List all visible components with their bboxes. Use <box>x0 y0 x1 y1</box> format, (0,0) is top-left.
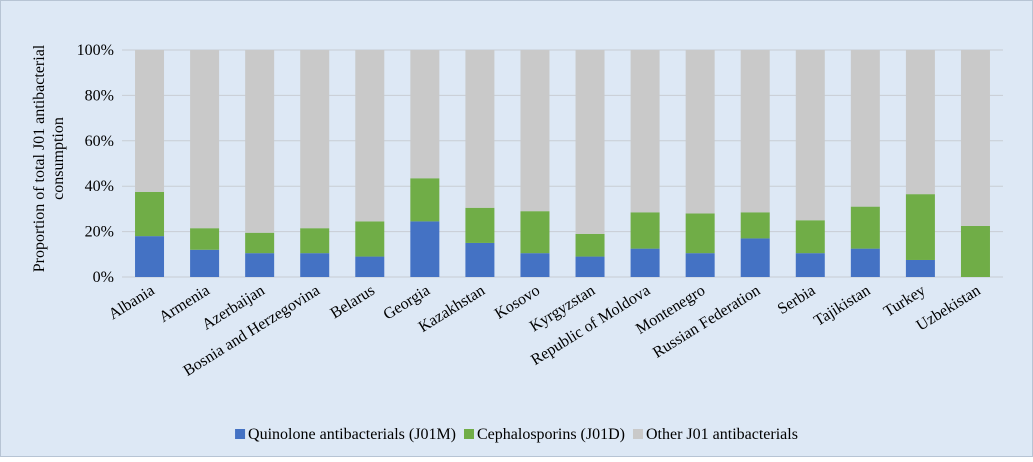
bar-segment <box>520 253 550 277</box>
bar-segment <box>465 242 495 277</box>
bar-segment <box>905 50 935 195</box>
bar-segment <box>300 50 330 229</box>
y-tick-label: 60% <box>85 133 114 150</box>
bar-segment <box>520 211 550 254</box>
legend-label: Quinolone antibacterials (J01M) <box>248 426 456 443</box>
bar-segment <box>190 50 220 229</box>
bar-segment <box>905 194 935 260</box>
y-tick-label: 80% <box>85 87 114 104</box>
bar-segment <box>190 228 220 250</box>
bar-segment <box>410 178 440 222</box>
bar-segment <box>465 207 495 243</box>
bar-segment <box>520 50 550 212</box>
bar-segment <box>795 220 825 254</box>
bar-segment <box>355 221 385 257</box>
bar-segment <box>960 50 990 226</box>
bar-segment <box>355 256 385 277</box>
bar-segment <box>245 253 275 277</box>
y-axis-title: Proportion of total J01 antibacterial <box>31 44 48 272</box>
bar-segment <box>740 238 770 277</box>
y-tick-label: 20% <box>85 224 114 241</box>
bar-segment <box>245 50 275 233</box>
bar-segment <box>685 50 715 214</box>
bar-segment <box>300 253 330 277</box>
bar-segment <box>630 50 660 213</box>
bar-segment <box>190 249 220 277</box>
bar-segment <box>575 256 605 277</box>
bar-segment <box>630 248 660 277</box>
bar-segment <box>850 50 880 207</box>
bar-segment <box>850 206 880 249</box>
y-axis-title: consumption <box>50 117 67 200</box>
legend-label: Cephalosporins (J01D) <box>477 426 625 443</box>
bar-segment <box>135 191 165 237</box>
bar-segment <box>135 236 165 277</box>
legend-swatch <box>632 429 643 439</box>
bar-segment <box>135 50 165 192</box>
bar-segment <box>685 253 715 277</box>
bar-segment <box>795 50 825 221</box>
bar-segment <box>410 221 440 277</box>
y-tick-label: 100% <box>77 42 114 59</box>
bar-segment <box>960 225 990 277</box>
bar-segment <box>740 50 770 213</box>
bar-segment <box>685 213 715 254</box>
bar-segment <box>740 212 770 239</box>
bar-segment <box>795 253 825 277</box>
bar-segment <box>575 233 605 257</box>
bar-segment <box>465 50 495 208</box>
bar-segment <box>245 232 275 254</box>
bar-segment <box>850 248 880 277</box>
bar-segment <box>410 50 440 179</box>
bar-segment <box>630 212 660 249</box>
legend-swatch <box>464 429 475 439</box>
legend-label: Other J01 antibacterials <box>646 426 798 443</box>
bar-segment <box>300 228 330 254</box>
bar-segment <box>905 259 935 277</box>
y-tick-label: 40% <box>85 178 114 195</box>
bar-segment <box>575 50 605 234</box>
bar-segment <box>355 50 385 222</box>
legend-swatch <box>235 429 246 439</box>
y-tick-label: 0% <box>93 269 114 286</box>
legend: Quinolone antibacterials (J01M) Cephalosp… <box>235 426 798 443</box>
